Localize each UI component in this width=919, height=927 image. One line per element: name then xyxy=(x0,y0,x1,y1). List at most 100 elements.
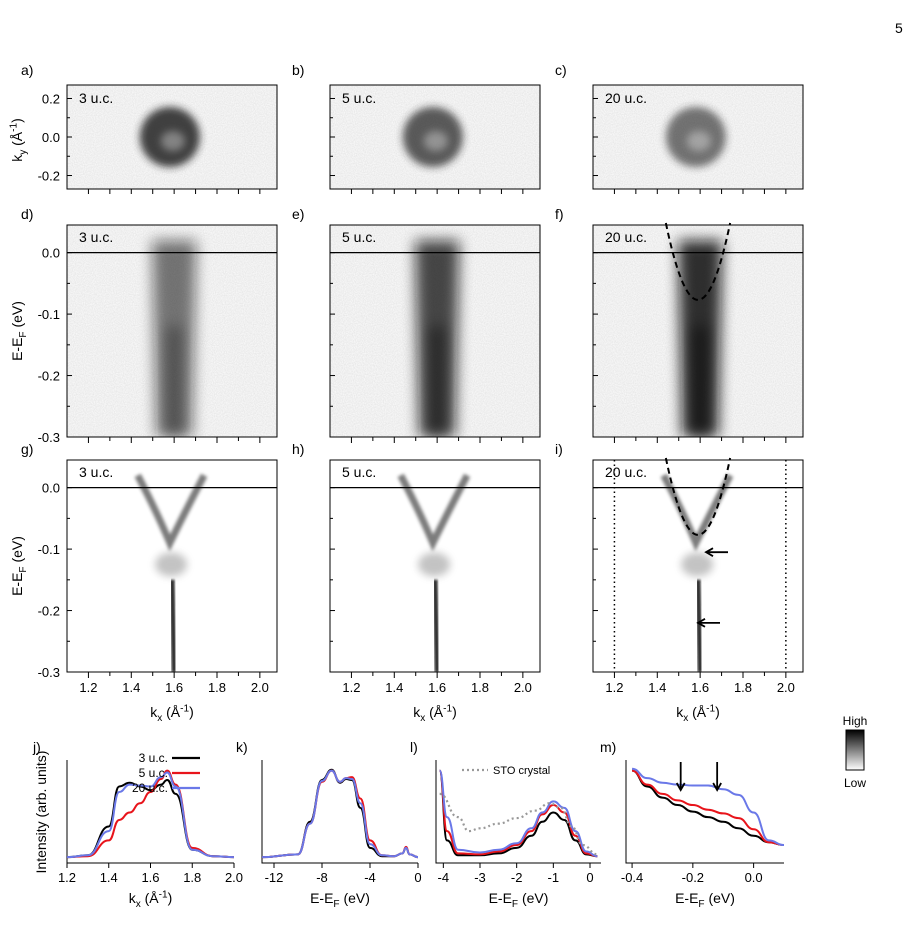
legend-label: STO crystal xyxy=(493,765,550,777)
axes-frame xyxy=(625,760,784,864)
panel-label-k: k) xyxy=(236,739,248,755)
kx-tick-label: 1.8 xyxy=(208,680,226,695)
panel-label-d: d) xyxy=(21,206,33,222)
legend-label: 3 u.c. xyxy=(139,751,168,765)
x-tick-label: -2 xyxy=(511,870,523,885)
kx-tick-label: 1.4 xyxy=(385,680,403,695)
fermi-pocket-center xyxy=(160,131,185,151)
x-tick-label: 1.8 xyxy=(183,870,201,885)
x-tick-label: 1.6 xyxy=(141,870,159,885)
band-upper xyxy=(397,473,471,552)
x-tick-label: -12 xyxy=(265,870,284,885)
series-line-5uc xyxy=(438,769,598,858)
page-number: 5 xyxy=(895,20,903,36)
band-upper xyxy=(660,473,734,552)
fermi-map-intensity xyxy=(67,85,277,189)
kx-tick-label: 2.0 xyxy=(777,680,795,695)
energy-axis-label: E-EF (eV) xyxy=(9,301,29,361)
frame xyxy=(329,224,541,438)
band-mid xyxy=(155,552,188,577)
series-line-20uc xyxy=(631,767,785,847)
axes-frame xyxy=(435,760,601,864)
fermi-map-intensity xyxy=(593,85,803,189)
x-tick-label: -0.2 xyxy=(682,870,704,885)
band-mid xyxy=(681,552,714,577)
energy-tick-label: -0.1 xyxy=(38,307,60,322)
panel-label-i: i) xyxy=(555,441,563,457)
kx-axis-label: kx (Å-1) xyxy=(413,703,457,724)
fermi-pocket-center xyxy=(423,131,448,151)
band-lower xyxy=(432,579,440,672)
x-tick-label: 0.0 xyxy=(745,870,763,885)
axes-frame xyxy=(261,760,418,864)
thickness-label: 20 u.c. xyxy=(605,90,647,106)
kx-tick-label: 1.2 xyxy=(342,680,360,695)
arrow-icon xyxy=(712,762,722,792)
colorbar xyxy=(845,729,865,771)
thickness-label: 20 u.c. xyxy=(605,229,647,245)
series-line-20uc xyxy=(438,769,598,858)
thickness-label: 5 u.c. xyxy=(342,90,376,106)
x-tick-label: 0 xyxy=(414,870,421,885)
thickness-label: 5 u.c. xyxy=(342,464,376,480)
x-tick-label: -4 xyxy=(438,870,450,885)
ky-tick-label: 0.0 xyxy=(42,130,60,145)
x-tick-label: -8 xyxy=(316,870,328,885)
kx-tick-label: 1.6 xyxy=(165,680,183,695)
dispersion-intensity xyxy=(660,473,734,672)
panel-label-a: a) xyxy=(21,62,33,78)
series-line-5uc xyxy=(631,769,785,847)
panel-label-j: j) xyxy=(32,739,41,755)
frame xyxy=(592,459,804,673)
band-mid xyxy=(418,552,451,577)
fermi-pocket-center xyxy=(686,131,711,151)
energy-tick-label: 0.0 xyxy=(42,246,60,261)
band-lower xyxy=(169,579,177,672)
arrow-icon xyxy=(675,762,686,792)
series-line-20uc xyxy=(66,771,235,859)
profile-chart-m: -0.4 -0.2 0.0 m) E-EF (eV) xyxy=(600,739,785,910)
series-line-3uc xyxy=(261,768,419,859)
x-tick-label: 2.0 xyxy=(225,870,243,885)
panel-label-f: f) xyxy=(555,206,564,222)
panel-label-g: g) xyxy=(21,441,33,457)
kx-tick-label: 1.2 xyxy=(79,680,97,695)
panel-label-h: h) xyxy=(292,441,304,457)
dispersion-intensity xyxy=(593,225,803,437)
kx-tick-label: 1.4 xyxy=(648,680,666,695)
kx-axis-label: kx (Å-1) xyxy=(676,703,720,724)
profile-chart-l: -4 -3 -2 -1 0 l) E-EF (eV) xyxy=(410,739,601,910)
frame xyxy=(329,459,541,673)
series-line-3uc xyxy=(438,769,598,858)
kx-tick-label: 1.6 xyxy=(691,680,709,695)
kx-tick-label: 1.8 xyxy=(734,680,752,695)
frame xyxy=(66,459,278,673)
x-tick-label: -0.4 xyxy=(621,870,643,885)
thickness-label: 3 u.c. xyxy=(79,464,113,480)
energy-tick-label: -0.2 xyxy=(38,369,60,384)
panel-label-c: c) xyxy=(555,62,567,78)
series-line-3uc xyxy=(631,769,785,847)
x-axis-label: E-EF (eV) xyxy=(310,890,370,910)
x-tick-label: -3 xyxy=(474,870,486,885)
arrow-icon xyxy=(696,618,720,628)
ky-tick-label: -0.2 xyxy=(38,169,60,184)
band-core xyxy=(692,326,709,437)
dispersion-intensity xyxy=(397,473,471,672)
kx-tick-label: 1.6 xyxy=(428,680,446,695)
x-tick-label: -1 xyxy=(548,870,560,885)
profile-chart-j: 1.2 1.4 1.6 1.8 2.0 j) kx (Å-1) xyxy=(32,739,243,910)
arrow-icon xyxy=(704,547,728,557)
thickness-label: 3 u.c. xyxy=(79,90,113,106)
frame xyxy=(592,224,804,438)
legend-label: 5 u.c. xyxy=(139,766,168,780)
parabola-fit xyxy=(664,457,732,536)
dispersion-intensity xyxy=(134,473,208,672)
x-axis-label: E-EF (eV) xyxy=(489,890,549,910)
ky-tick-label: 0.2 xyxy=(42,91,60,106)
panel-label-m: m) xyxy=(600,739,616,755)
energy-tick-label: -0.2 xyxy=(38,604,60,619)
series-line-20uc xyxy=(261,769,419,859)
energy-tick-label: -0.3 xyxy=(38,430,60,445)
